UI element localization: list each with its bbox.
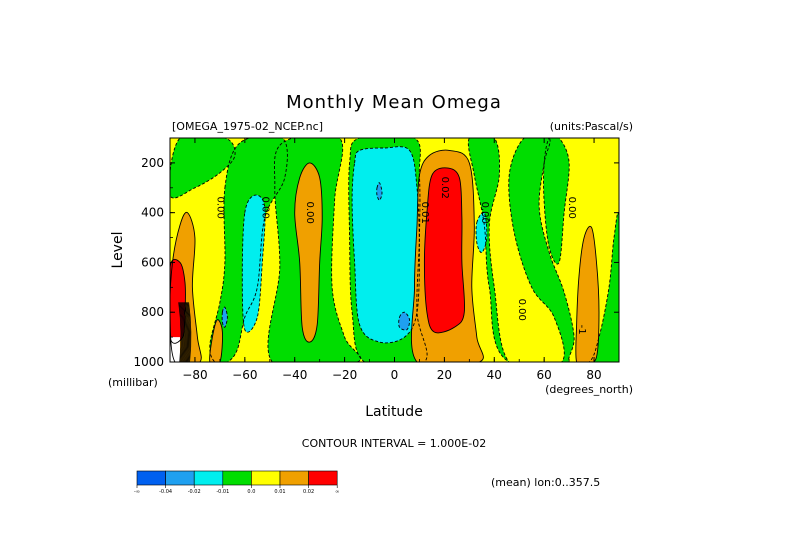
contour-label-4: 0.02 xyxy=(439,177,450,199)
region-pos1-1 xyxy=(209,319,223,362)
contour-pos1-4 xyxy=(575,225,600,362)
x-tick-label: −80 xyxy=(182,368,207,382)
contour-neg3-1 xyxy=(398,311,411,331)
dense-contour-line xyxy=(179,302,183,363)
contour-labels: 0.00 0.00 0.00 0.01 0.02 0.00 0.00 0.00 -1 xyxy=(214,177,587,335)
x-tick-label: −40 xyxy=(282,368,307,382)
contour-label-7: 0.00 xyxy=(566,197,577,219)
legend-swatch-5 xyxy=(279,470,309,486)
contour-pos2-1 xyxy=(423,167,466,334)
contour-neg1-1 xyxy=(209,138,288,362)
contour-label-6: 0.00 xyxy=(516,299,527,321)
missing-data-area xyxy=(170,337,180,363)
chart-subtitle-left: [OMEGA_1975-02_NCEP.nc] xyxy=(172,120,323,133)
legend-tick-label: ∞ xyxy=(335,489,339,495)
contour-neg1-5 xyxy=(543,138,570,265)
contour-neg2-1 xyxy=(241,194,266,333)
legend-swatch-2 xyxy=(193,470,224,486)
region-pos1-4 xyxy=(575,226,599,362)
y-tick-label: 200 xyxy=(141,156,164,170)
region-pos1-2 xyxy=(294,162,323,343)
dense-contour-line xyxy=(185,302,189,363)
y-tick-label: 400 xyxy=(141,206,164,220)
dense-contour-line xyxy=(183,302,187,363)
x-tick-label: −20 xyxy=(332,368,357,382)
dense-contour-line xyxy=(178,302,182,363)
region-neg1-0 xyxy=(170,138,236,199)
dense-contour-line xyxy=(186,302,190,363)
y-tick-label: 1000 xyxy=(133,355,164,369)
region-pos2-1 xyxy=(424,167,465,333)
chart-subtitle-right: (units:Pascal/s) xyxy=(550,120,633,133)
x-tick-label: 20 xyxy=(437,368,452,382)
dense-contour-line xyxy=(182,302,186,363)
contour-label-3: 0.01 xyxy=(419,202,430,224)
legend-tick-label: -0.01 xyxy=(216,489,229,495)
x-axis-unit: (degrees_north) xyxy=(545,383,633,396)
contour-label-0: 0.00 xyxy=(214,197,225,219)
contour-neg3-2 xyxy=(221,306,228,328)
legend-swatch-3 xyxy=(222,470,252,486)
y-axis-ticks: 200 400 600 800 1000 xyxy=(133,137,619,369)
color-legend: -∞ -0.04 -0.02 -0.01 0.0 0.01 0.02 ∞ xyxy=(134,470,339,495)
contour-label-2: 0.00 xyxy=(304,202,315,224)
dense-contour-line xyxy=(181,302,185,363)
contour-neg1-0 xyxy=(170,138,236,199)
legend-tick-label: -0.04 xyxy=(159,489,172,495)
legend-tick-label: 0.02 xyxy=(303,489,314,495)
contour-label-5: 0.00 xyxy=(479,202,490,224)
contour-pos1-3 xyxy=(411,149,484,362)
contour-neg3-0 xyxy=(376,182,383,201)
region-neg2-0 xyxy=(352,146,420,343)
contour-fill-regions xyxy=(170,138,619,362)
region-neg1-4 xyxy=(468,138,619,362)
contour-label-1: 0.00 xyxy=(259,197,270,219)
contour-pos2-0 xyxy=(170,258,186,344)
legend-swatch-1 xyxy=(165,470,195,486)
y-axis-label: Level xyxy=(110,232,126,269)
dense-contour-line xyxy=(180,302,184,363)
x-axis-label: Latitude xyxy=(365,404,423,420)
y-axis-unit: (millibar) xyxy=(108,376,158,389)
chart-title: Monthly Mean Omega xyxy=(286,92,502,113)
dense-contour-line xyxy=(188,302,192,363)
region-neg3-1 xyxy=(398,312,410,331)
legend-tick-label: -∞ xyxy=(134,489,140,495)
contour-lines xyxy=(170,138,619,362)
contour-pos1-1 xyxy=(209,319,223,362)
legend-tick-label: 0.0 xyxy=(247,489,255,495)
contour-pos1-2 xyxy=(294,162,323,343)
x-tick-label: −60 xyxy=(232,368,257,382)
y-tick-label: 800 xyxy=(141,305,164,319)
legend-tick-label: 0.01 xyxy=(274,489,285,495)
x-tick-label: 80 xyxy=(586,368,601,382)
x-tick-label: 0 xyxy=(391,368,399,382)
legend-swatch-0 xyxy=(136,470,166,486)
dense-contour-line xyxy=(187,302,191,363)
y-tick-label: 600 xyxy=(141,255,164,269)
contour-interval-note: CONTOUR INTERVAL = 1.000E-02 xyxy=(302,437,486,450)
x-tick-label: 40 xyxy=(487,368,502,382)
x-tick-label: 60 xyxy=(537,368,552,382)
footer-mean-lon: (mean) lon:0..357.5 xyxy=(491,476,600,489)
legend-swatch-6 xyxy=(308,470,338,486)
contour-label-8: -1 xyxy=(576,325,587,335)
region-neg2-1 xyxy=(242,195,266,333)
x-axis-ticks: −80 −60 −40 −20 0 20 40 60 80 xyxy=(169,138,620,382)
legend-tick-label: -0.02 xyxy=(188,489,201,495)
legend-swatch-4 xyxy=(251,470,281,486)
region-neg1-5 xyxy=(543,138,570,264)
region-neg3-2 xyxy=(222,307,228,328)
